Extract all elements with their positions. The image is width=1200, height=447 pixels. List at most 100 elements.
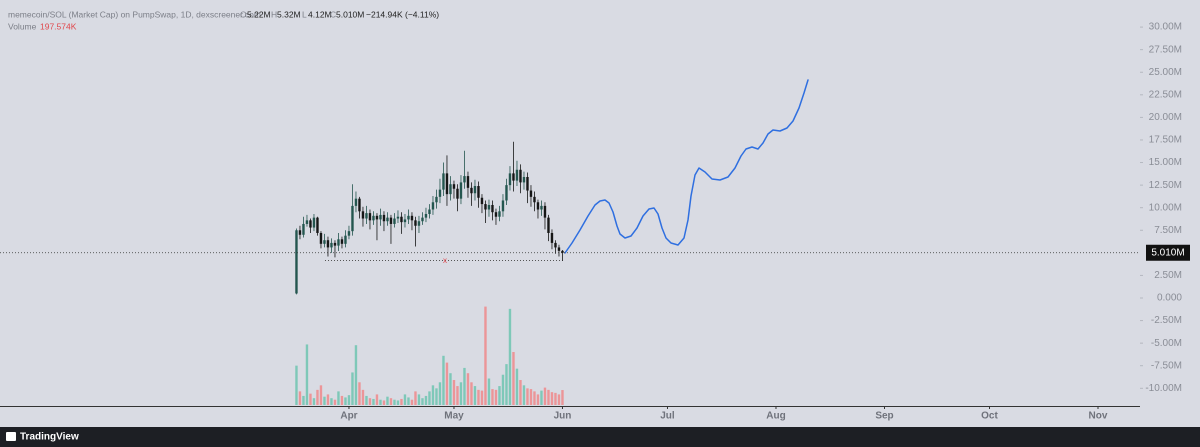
y-tick-label: -5.00M xyxy=(1151,338,1182,349)
candle-body xyxy=(358,198,361,212)
o-value: 5.22M xyxy=(247,9,271,19)
volume-bar xyxy=(512,352,515,405)
brand: TradingView xyxy=(20,432,79,443)
price-label: 5.010M xyxy=(1151,247,1184,258)
volume-bar xyxy=(466,373,470,405)
volume-bar xyxy=(529,389,533,405)
candle-body xyxy=(550,232,554,243)
candle-body xyxy=(449,184,452,195)
candle-body xyxy=(540,205,543,210)
volume-bar xyxy=(386,396,389,405)
background xyxy=(0,0,1200,427)
candle-body xyxy=(295,230,298,294)
candle-body xyxy=(389,217,393,224)
candle-body xyxy=(519,169,522,183)
volume-bar xyxy=(333,399,337,405)
plot xyxy=(0,141,1140,405)
candle-body xyxy=(421,217,424,222)
volume-bar xyxy=(393,399,396,405)
volume-bar xyxy=(368,398,372,405)
candle-body xyxy=(386,217,389,222)
candle-body xyxy=(302,223,305,235)
volume-bar xyxy=(379,399,382,405)
volume-bar xyxy=(305,344,309,405)
candle-body xyxy=(547,217,550,233)
candle-body xyxy=(305,220,309,224)
candle-body xyxy=(470,187,473,194)
x-tick-label: Sep xyxy=(875,411,893,422)
candle-body xyxy=(529,190,533,197)
candle-body xyxy=(316,217,319,233)
y-tick-label: 27.50M xyxy=(1149,44,1182,55)
y-tick-label: -2.50M xyxy=(1151,315,1182,326)
volume-value: 197.574K xyxy=(40,21,77,31)
candle-body xyxy=(400,216,403,223)
candle-body xyxy=(337,239,340,246)
candle-body xyxy=(372,215,375,221)
y-tick-label: -7.50M xyxy=(1151,360,1182,371)
candle-body xyxy=(340,239,344,244)
volume-bar xyxy=(365,395,368,405)
volume-bar xyxy=(414,391,417,405)
candle-body xyxy=(361,211,365,219)
candle-body xyxy=(533,196,536,203)
candle-body xyxy=(484,204,487,210)
volume-bar xyxy=(319,385,323,405)
candle-body xyxy=(298,230,302,235)
o-label: O xyxy=(240,9,247,19)
range-marker: x xyxy=(443,256,447,265)
volume-bar xyxy=(337,391,340,405)
volume-bar xyxy=(431,385,435,405)
volume-bar xyxy=(561,390,564,405)
candle-body xyxy=(456,188,459,199)
candle-body xyxy=(424,214,428,218)
candle-body xyxy=(365,213,368,219)
volume-bar xyxy=(442,355,445,405)
candle-body xyxy=(403,219,407,223)
y-tick-label: 7.50M xyxy=(1154,225,1182,236)
candle-body xyxy=(477,186,480,198)
volume-bar xyxy=(347,395,351,405)
volume-bar xyxy=(316,389,319,405)
price-label-box xyxy=(1146,244,1190,261)
candle-body xyxy=(333,242,337,246)
volume-bar xyxy=(340,395,344,405)
volume-bar xyxy=(358,382,361,405)
h-value: 5.32M xyxy=(277,9,301,19)
candle-body xyxy=(494,212,498,217)
candle-body xyxy=(487,204,491,210)
candle-body xyxy=(431,202,435,210)
footer-bar xyxy=(0,427,1200,447)
x-tick-label: Nov xyxy=(1089,411,1108,422)
candle-body xyxy=(309,220,312,228)
candle-body xyxy=(522,176,526,183)
volume-bar xyxy=(389,398,393,405)
volume-bar xyxy=(435,388,438,405)
volume-bar xyxy=(470,382,473,405)
volume-bar xyxy=(351,372,354,405)
change: −214.94K (−4.11%) xyxy=(366,9,439,19)
h-label: H xyxy=(271,9,277,19)
symbol: memecoin/SOL (Market Cap) on PumpSwap, 1… xyxy=(8,9,261,19)
volume-bar xyxy=(515,368,519,405)
volume-label: Volume xyxy=(8,21,37,31)
volume-bar xyxy=(505,364,508,405)
volume-bar xyxy=(417,394,421,405)
volume-bar xyxy=(508,308,512,405)
drawn-projection xyxy=(564,79,809,254)
volume-bar xyxy=(421,398,424,405)
x-tick-label: May xyxy=(444,411,464,422)
l-label: L xyxy=(302,9,307,19)
volume-bar xyxy=(295,365,298,405)
x-tick-label: Jun xyxy=(554,411,572,422)
candle-body xyxy=(330,242,333,248)
candle-body xyxy=(347,231,351,236)
volume-bar xyxy=(312,398,316,405)
volume-bar xyxy=(354,345,358,405)
x-tick-label: Aug xyxy=(766,411,785,422)
y-tick-label: 25.00M xyxy=(1149,67,1182,78)
y-tick-label: -10.00M xyxy=(1145,383,1182,394)
volume-bar xyxy=(375,394,379,405)
candle-body xyxy=(438,189,442,197)
